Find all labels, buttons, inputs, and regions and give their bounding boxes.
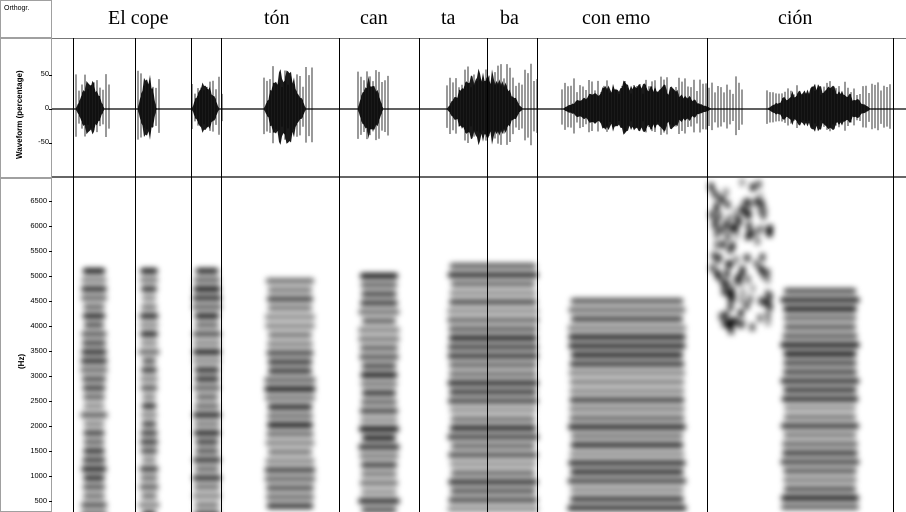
segment-boundary[interactable] — [191, 38, 192, 512]
frequency-tick-mark — [49, 201, 53, 202]
frequency-tick: 4000 — [30, 321, 47, 330]
waveform-tick: 50 — [40, 69, 49, 78]
waveform-segment — [192, 82, 224, 133]
voiced-region — [138, 268, 160, 512]
waveform-pane[interactable] — [52, 38, 906, 178]
voiced-region — [80, 268, 108, 512]
frequency-tick: 500 — [34, 496, 47, 505]
frequency-tick-mark — [49, 226, 53, 227]
waveform-tick: -50 — [38, 137, 49, 146]
orthography-tier-header[interactable]: Orthogr. — [0, 0, 52, 38]
voiced-region — [780, 288, 860, 510]
waveform-tick-mark — [49, 75, 53, 76]
waveform-segment — [76, 80, 109, 135]
frequency-tick: 3000 — [30, 371, 47, 380]
frequency-tick-mark — [49, 401, 53, 402]
waveform-tick: 0 — [44, 103, 49, 112]
waveform-plot — [52, 63, 906, 146]
voiced-region — [192, 268, 222, 512]
frequency-tick: 2000 — [30, 421, 47, 430]
voiced-region — [567, 298, 687, 511]
segment-boundary[interactable] — [893, 38, 894, 512]
spectrogram-axis-label: (Hz) — [17, 353, 26, 369]
frequency-tick-mark — [49, 301, 53, 302]
orthography-tier[interactable]: El cope tón can ta ba con emo ción — [52, 0, 906, 39]
waveform-tick-mark — [49, 109, 53, 110]
waveform-segment — [138, 74, 159, 140]
frequency-tick-mark — [49, 376, 53, 377]
spectrogram-pane[interactable] — [52, 178, 906, 512]
segment-boundary[interactable] — [73, 38, 74, 512]
frequency-tick: 5000 — [30, 271, 47, 280]
frequency-tick: 1500 — [30, 446, 47, 455]
frequency-tick: 2500 — [30, 396, 47, 405]
fricative-noise — [708, 178, 774, 335]
segment-boundary[interactable] — [339, 38, 340, 512]
word-el-cope[interactable]: El cope — [108, 7, 169, 29]
segment-boundary[interactable] — [707, 38, 708, 512]
segment-boundary[interactable] — [487, 38, 488, 512]
orthography-tier-label: Orthogr. — [4, 5, 30, 12]
frequency-tick: 5500 — [30, 246, 47, 255]
frequency-tick: 4500 — [30, 296, 47, 305]
frequency-tick-mark — [49, 451, 53, 452]
word-con-emo[interactable]: con emo — [582, 7, 651, 29]
frequency-tick: 6000 — [30, 221, 47, 230]
word-cion[interactable]: ción — [778, 7, 813, 29]
word-ba[interactable]: ba — [500, 7, 519, 29]
waveform-segment — [767, 83, 892, 132]
frequency-tick-mark — [49, 276, 53, 277]
segment-boundary[interactable] — [135, 38, 136, 512]
waveform-tier-header[interactable]: Waveform (percentage) 50 0 -50 — [0, 38, 53, 178]
segment-boundary[interactable] — [537, 38, 538, 512]
segment-boundary[interactable] — [221, 38, 222, 512]
frequency-tick-mark — [49, 326, 53, 327]
word-can[interactable]: can — [360, 7, 388, 29]
frequency-tick: 3500 — [30, 346, 47, 355]
frequency-tick-mark — [49, 351, 53, 352]
word-ton[interactable]: tón — [264, 7, 290, 29]
frequency-tick-mark — [49, 501, 53, 502]
waveform-tick-mark — [49, 143, 53, 144]
voiced-region — [447, 263, 539, 512]
frequency-tick: 1000 — [30, 471, 47, 480]
frequency-tick-mark — [49, 251, 53, 252]
voiced-region — [358, 273, 400, 512]
word-ta[interactable]: ta — [441, 7, 456, 29]
voiced-region — [264, 278, 316, 509]
frequency-tick-mark — [49, 426, 53, 427]
segment-boundary[interactable] — [419, 38, 420, 512]
spectrogram-plot — [80, 178, 860, 512]
frequency-tick-mark — [49, 476, 53, 477]
spectrogram-tier-header[interactable]: (Hz) 6500 6000 5500 5000 4500 4000 3500 3000 250… — [0, 178, 53, 512]
frequency-tick: 6500 — [30, 196, 47, 205]
